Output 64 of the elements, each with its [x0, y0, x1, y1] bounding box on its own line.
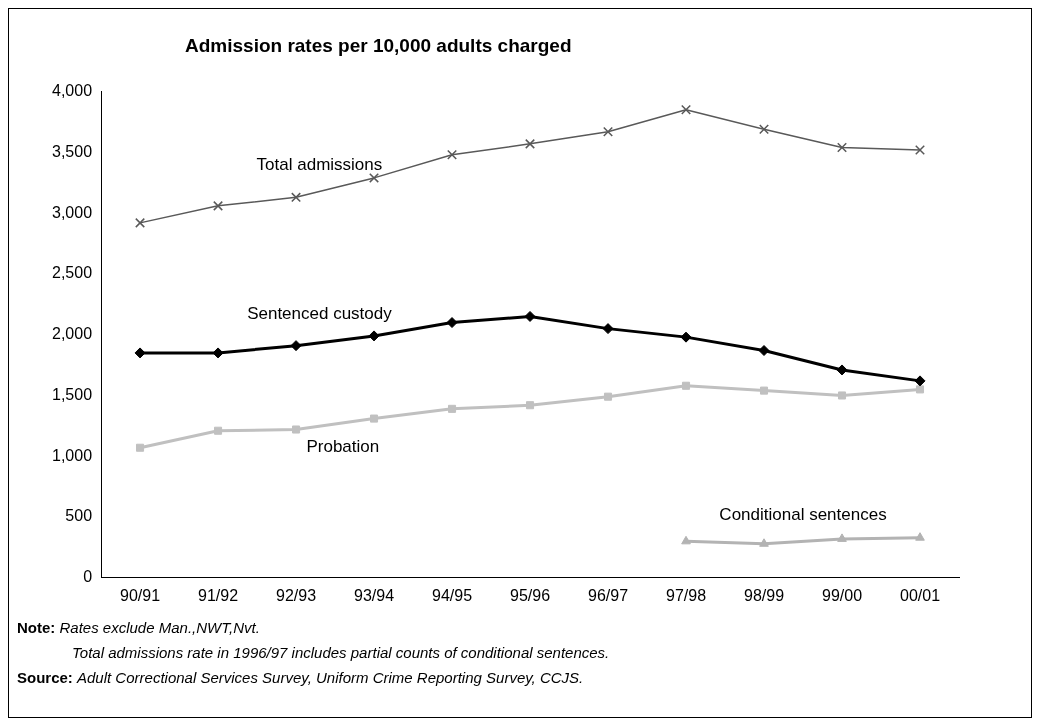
- point: [369, 414, 379, 423]
- point: [603, 392, 613, 401]
- point: [525, 401, 535, 410]
- point: [758, 345, 770, 356]
- y-tick-label: 3,000: [51, 203, 93, 221]
- y-tick-label: 2,000: [51, 325, 93, 343]
- point: [915, 385, 925, 394]
- point: [524, 310, 536, 322]
- point: [915, 532, 925, 541]
- point: [836, 364, 848, 376]
- point: [291, 192, 302, 203]
- point: [915, 144, 925, 155]
- point: [214, 426, 223, 435]
- x-tick-label: 97/98: [665, 586, 707, 604]
- x-tick-label: 94/95: [432, 586, 473, 604]
- y-tick-label: 1,000: [51, 446, 93, 464]
- point: [292, 425, 301, 434]
- y-tick-label: 0: [83, 568, 93, 586]
- x-tick-label: 92/93: [276, 586, 317, 604]
- series-label: Conditional sentences: [719, 505, 887, 525]
- chart-title: Admission rates per 10,000 adults charged: [185, 35, 572, 57]
- point: [213, 200, 224, 211]
- point: [602, 323, 614, 335]
- point: [680, 331, 692, 343]
- x-tick-label: 91/92: [198, 586, 239, 604]
- point: [134, 347, 146, 359]
- x-tick-label: 95/96: [510, 586, 551, 604]
- point: [446, 317, 458, 329]
- point: [759, 538, 769, 547]
- point: [681, 381, 691, 390]
- point: [914, 375, 926, 387]
- x-tick-label: 90/91: [120, 586, 161, 604]
- point: [290, 340, 302, 352]
- y-tick-label: 2,500: [51, 264, 93, 282]
- point: [369, 172, 380, 183]
- point: [447, 404, 457, 413]
- point: [681, 535, 691, 545]
- series-label: Probation: [306, 436, 380, 456]
- x-tick-label: 96/97: [587, 586, 629, 604]
- point: [368, 330, 380, 342]
- point: [759, 386, 769, 395]
- point: [681, 104, 692, 115]
- text: Total admissions rate in 1996/97 includes partial counts of conditional sentences.: [71, 643, 610, 663]
- y-tick-label: 4,000: [51, 82, 93, 100]
- x-tick-label: 98/99: [743, 586, 785, 604]
- point: [135, 217, 146, 228]
- y-tick-label: 500: [65, 507, 93, 525]
- point: [447, 149, 458, 160]
- point: [837, 142, 847, 153]
- series-label: Total admissions: [256, 155, 383, 175]
- point: [136, 443, 145, 452]
- point: [759, 124, 769, 135]
- y-tick-label: 1,500: [51, 385, 93, 403]
- point: [603, 126, 614, 137]
- source-note: Source: Adult Correctional Services Survey, Uniform Crime Reporting Survey, CCJS.: [17, 668, 585, 688]
- text: Note: Rates exclude Man.,NWT,Nvt.: [17, 618, 261, 638]
- y-tick-label: 3,500: [51, 142, 93, 160]
- series-label: Sentenced custody: [247, 304, 393, 324]
- x-tick-label: 00/01: [899, 586, 941, 604]
- x-tick-label: 93/94: [354, 586, 395, 604]
- point: [525, 138, 536, 149]
- x-tick-label: 99/00: [821, 586, 863, 604]
- point: [837, 391, 847, 400]
- point: [837, 533, 847, 542]
